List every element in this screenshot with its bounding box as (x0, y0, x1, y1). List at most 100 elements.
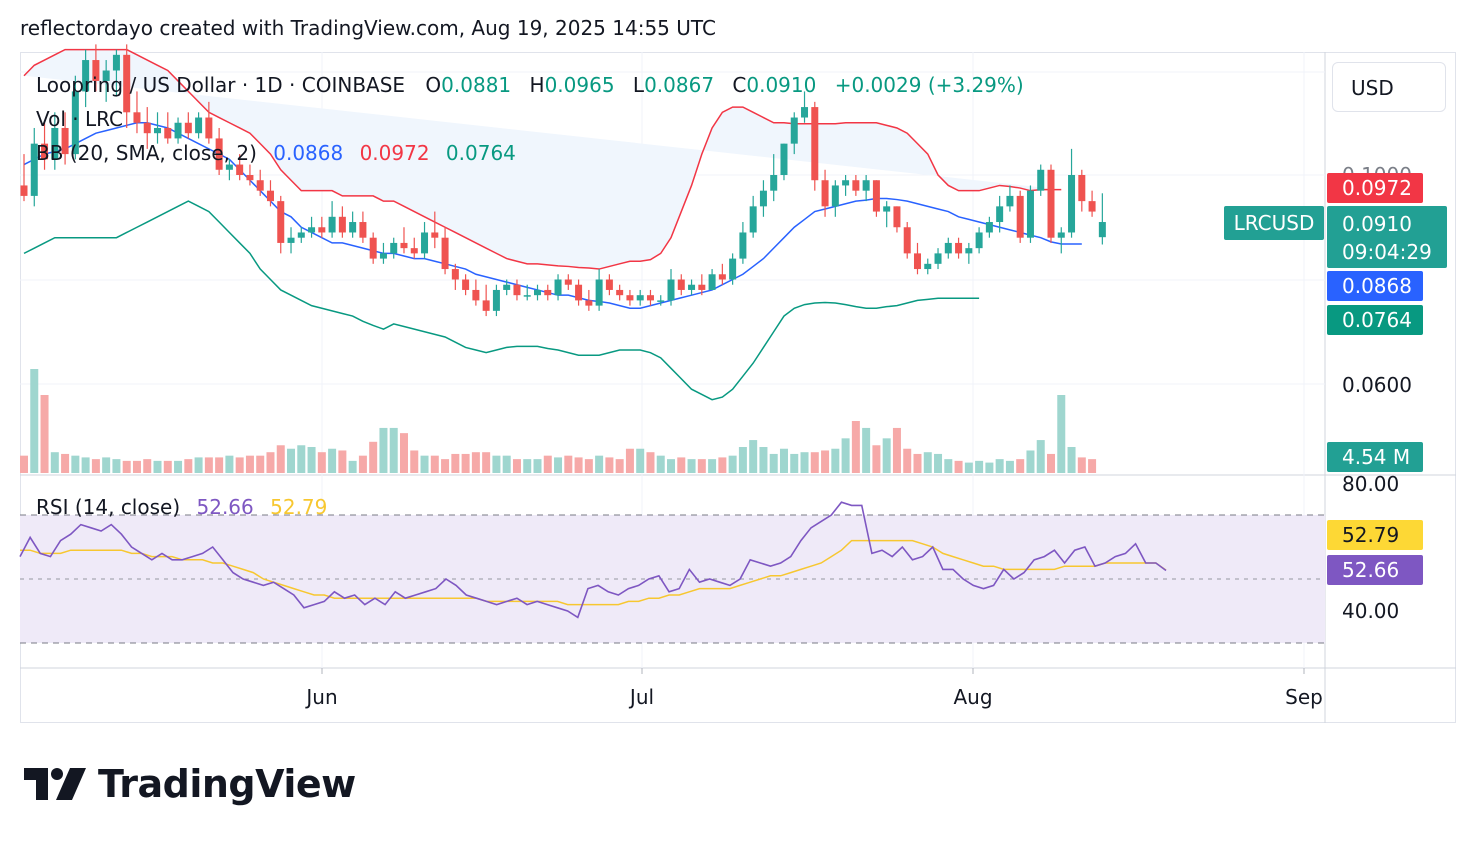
volume-bar (492, 455, 501, 473)
volume-bar (636, 448, 645, 473)
candle-body (328, 216, 336, 233)
volume-bar (369, 441, 378, 473)
volume-legend: Vol · LRC (36, 107, 124, 131)
candle-body (297, 232, 305, 238)
candle-body (308, 227, 316, 233)
volume-bar (615, 459, 624, 473)
candle-body (862, 180, 870, 191)
volume-bar (482, 452, 491, 473)
volume-bar (738, 447, 747, 473)
candle-body (616, 289, 624, 296)
candle-body (400, 242, 408, 249)
volume-bar (143, 459, 152, 473)
tradingview-logo-icon (24, 768, 86, 800)
candle-body (1026, 190, 1034, 238)
volume-bar (779, 448, 788, 473)
volume-bar (759, 447, 768, 473)
open-label: O (425, 73, 442, 97)
candle-body (379, 253, 387, 259)
volume-bar (512, 459, 521, 473)
candle-body (184, 122, 192, 134)
volume-bar (40, 395, 49, 473)
candle-body (605, 279, 613, 290)
volume-bar (605, 457, 614, 473)
volume-bar (718, 457, 727, 473)
volume-bar (420, 455, 429, 473)
candle-body (174, 122, 182, 139)
bb-lower-line (23, 200, 980, 401)
candle-body (595, 279, 603, 306)
volume-bar (1005, 460, 1014, 473)
symbol-name: Loopring / US Dollar · 1D · COINBASE (36, 73, 406, 97)
volume-bar (20, 455, 28, 473)
volume-bar (574, 457, 583, 473)
volume-bar (923, 452, 932, 473)
candle-body (225, 164, 233, 170)
volume-bar (687, 459, 696, 473)
volume-bar (153, 460, 162, 473)
volume-bar (995, 459, 1004, 473)
volume-bar (338, 450, 347, 473)
bb-basis-line (23, 122, 1082, 309)
volume-bar (790, 453, 799, 473)
currency-button[interactable]: USD (1332, 62, 1446, 112)
time-axis-label-jul: Jul (629, 685, 655, 709)
candle-body (759, 190, 767, 207)
volume-bar (71, 455, 80, 473)
volume-bar (184, 459, 193, 473)
volume-bar (441, 459, 450, 473)
candle-body (71, 91, 79, 155)
tradingview-logo[interactable]: TradingView (24, 762, 356, 806)
candle-body (61, 127, 69, 155)
volume-bar (862, 427, 871, 473)
volume-bar (30, 369, 39, 473)
volume-bar (584, 459, 593, 473)
volume-bar (91, 459, 100, 473)
chart-frame (20, 52, 1456, 723)
bar-countdown: 09:04:29 (1342, 240, 1432, 264)
volume-bar (461, 453, 470, 473)
candle-body (852, 180, 860, 191)
volume-bar (174, 460, 183, 473)
volume-bar (677, 457, 686, 473)
volume-bar (533, 459, 542, 473)
time-axis-label-sep: Sep (1285, 685, 1323, 709)
candle-body (1078, 175, 1086, 202)
candle-body (82, 60, 90, 92)
change-value: +0.0029 (+3.29%) (834, 73, 1024, 97)
volume-bar (410, 450, 419, 473)
candle-body (349, 222, 357, 233)
volume-bar (471, 452, 480, 473)
candle-body (523, 295, 531, 297)
volume-bar (667, 459, 676, 473)
volume-bar (523, 459, 532, 473)
candle-body (811, 107, 819, 181)
candle-body (985, 222, 993, 233)
volume-bar (554, 457, 563, 473)
low-label: L (632, 73, 645, 97)
volume-bar (215, 457, 224, 473)
candle-body (965, 248, 973, 254)
candle-body (749, 206, 757, 233)
candle-body (51, 127, 59, 160)
candle-body (821, 180, 829, 207)
candle-body (729, 258, 737, 280)
volume-bar (297, 445, 306, 473)
candle-body (636, 295, 644, 301)
volume-bar (451, 453, 460, 473)
candle-body (266, 190, 274, 202)
volume-bar (132, 460, 141, 473)
candle-body (955, 242, 963, 254)
candle-body (277, 201, 285, 243)
candle-body (482, 300, 490, 311)
bb-fill (24, 49, 1062, 270)
candle-body (164, 127, 172, 139)
volume-bar (379, 427, 388, 473)
rsi-ma-tag: 52.79 (1327, 520, 1423, 550)
bb-upper-value: 0.0972 (359, 141, 430, 165)
volume-tag: 4.54 M (1327, 442, 1423, 472)
volume-bar (656, 455, 665, 473)
volume-bar (543, 455, 552, 473)
volume-bar (625, 448, 634, 473)
